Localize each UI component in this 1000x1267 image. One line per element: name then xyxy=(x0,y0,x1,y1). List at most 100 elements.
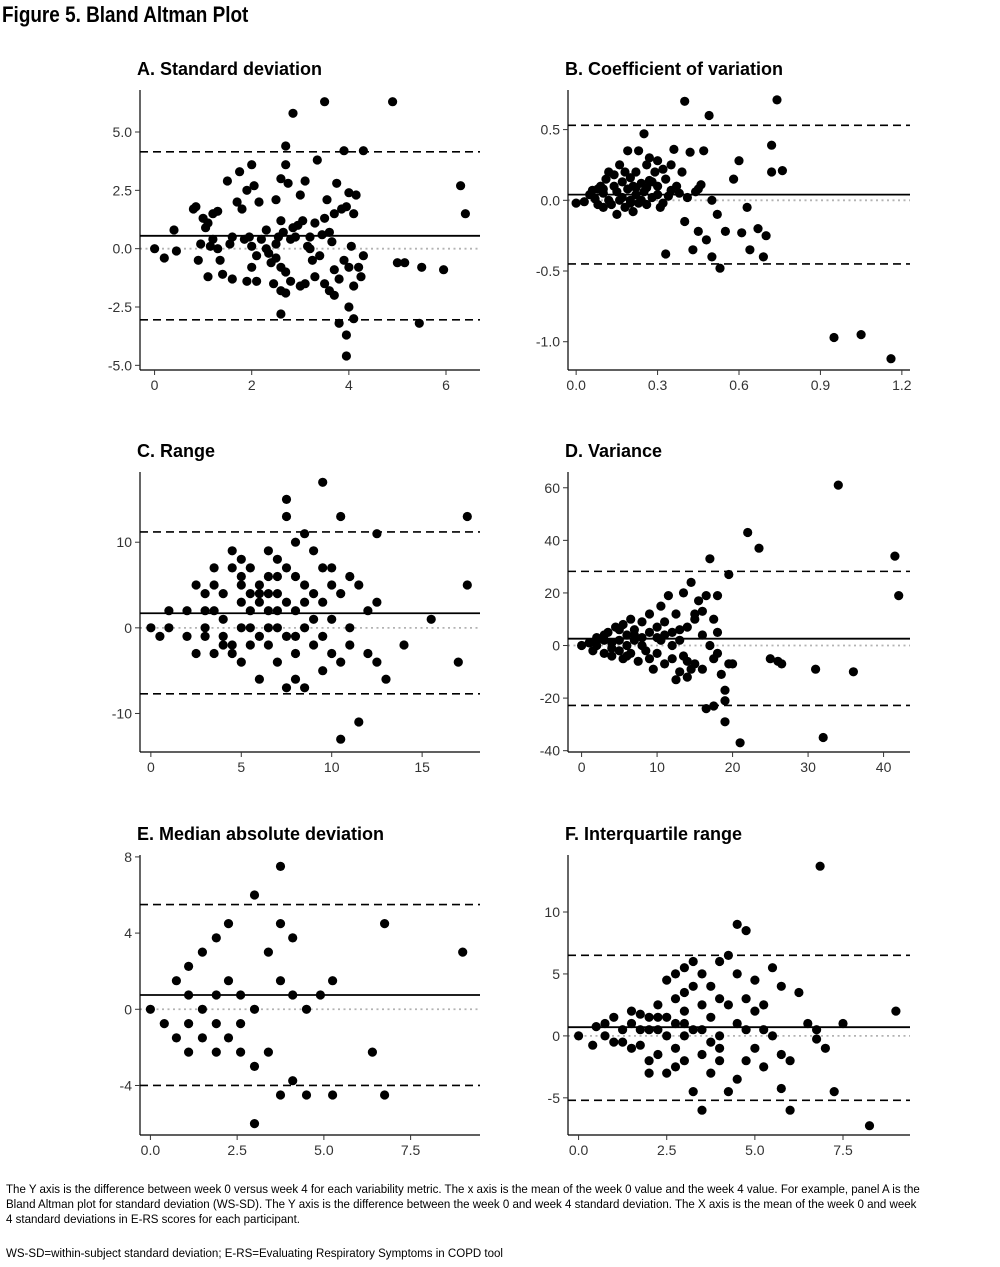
panel-d-point-78 xyxy=(607,643,617,653)
panel-e-y-tick-label-2: 4 xyxy=(124,925,132,941)
panel-d-point-66 xyxy=(754,543,764,553)
panel-a-point-61 xyxy=(317,230,327,240)
panel-f-point-66 xyxy=(785,1056,795,1066)
panel-b-point-27 xyxy=(634,146,644,156)
panel-d-point-65 xyxy=(743,527,753,538)
panel-a-point-10 xyxy=(203,218,213,228)
panel-c-point-54 xyxy=(300,580,310,590)
panel-f-title: F. Interquartile range xyxy=(565,824,742,844)
panel-e-point-16 xyxy=(223,976,234,986)
panel-a-point-1 xyxy=(159,253,169,263)
panel-e-point-39 xyxy=(367,1047,377,1057)
panel-c-point-8 xyxy=(200,623,210,633)
panel-c-point-95 xyxy=(318,631,328,642)
panel-d-point-53 xyxy=(705,640,715,651)
panel-f-point-53 xyxy=(732,1074,742,1084)
panel-c-point-51 xyxy=(290,648,301,659)
panel-d-point-52 xyxy=(705,554,715,564)
panel-e-point-4 xyxy=(184,961,194,972)
panel-f-point-1 xyxy=(588,1040,598,1050)
panel-d-x-tick-label-1: 10 xyxy=(649,759,665,775)
panel-c-point-50 xyxy=(290,606,301,616)
panel-e-point-21 xyxy=(249,890,260,900)
panel-e-x-tick-label-3: 7.5 xyxy=(401,1142,421,1158)
panel-d-point-34 xyxy=(663,591,674,601)
panel-d-y-tick-label-4: 40 xyxy=(544,532,560,548)
panel-b-point-85 xyxy=(644,153,655,163)
panel-b-point-68 xyxy=(737,228,747,238)
panel-b-point-65 xyxy=(720,226,731,236)
panel-f-point-28 xyxy=(679,987,690,998)
panel-b-point-41 xyxy=(661,174,671,184)
panel-c-point-73 xyxy=(354,717,364,727)
panel-c-point-77 xyxy=(372,529,382,539)
figure-plots: A. Standard deviation 0 2 4 6 -5.0 -2.5 0.0 2.5 5… xyxy=(108,59,912,1158)
panel-c-point-78 xyxy=(372,597,382,607)
panel-a-point-15 xyxy=(213,244,223,254)
panel-e-point-25 xyxy=(263,947,273,957)
panel-a-point-27 xyxy=(244,232,254,242)
panel-c-point-14 xyxy=(218,631,228,642)
panel-a-point-11 xyxy=(203,272,213,282)
panel-b-point-51 xyxy=(682,192,693,203)
panel-b-point-67 xyxy=(734,156,744,166)
panel-e-point-7 xyxy=(184,1047,194,1057)
panel-a-x-tick-label-1: 2 xyxy=(248,377,256,393)
panel-b-y-tick-label-3: 0.5 xyxy=(541,122,561,138)
panel-f-point-29 xyxy=(679,1006,690,1016)
panel-f-point-14 xyxy=(644,1056,654,1066)
panel-d-point-76 xyxy=(592,635,602,645)
panel-a-point-43 xyxy=(278,227,288,237)
panel-f-point-41 xyxy=(706,1012,716,1022)
panel-f-point-31 xyxy=(679,1056,690,1066)
panel-b-point-17 xyxy=(617,177,627,187)
panel-a-point-105 xyxy=(392,258,402,268)
panel-a-point-65 xyxy=(324,227,334,237)
panel-a-point-82 xyxy=(356,272,366,282)
panel-f-point-57 xyxy=(750,975,760,985)
panel-e-point-27 xyxy=(275,861,286,872)
panel-e-point-8 xyxy=(197,947,207,957)
panel-f-point-63 xyxy=(776,981,786,991)
panel-b-point-87 xyxy=(587,185,598,195)
panel-c-point-49 xyxy=(290,571,301,582)
panel-a-point-28 xyxy=(247,160,257,170)
panel-d-point-75 xyxy=(894,591,904,601)
panel-d-point-58 xyxy=(716,669,726,680)
panel-b-point-92 xyxy=(666,185,676,195)
panel-c-point-45 xyxy=(281,597,292,607)
panel-b-point-60 xyxy=(704,110,714,121)
panel-a-point-110 xyxy=(456,181,466,191)
panel-b-x-tick-label-1: 0.3 xyxy=(648,377,668,393)
panel-f-point-51 xyxy=(732,969,742,979)
panel-f-point-60 xyxy=(759,1062,769,1072)
panel-f-point-71 xyxy=(812,1034,822,1044)
panel-b-point-71 xyxy=(753,224,763,234)
panel-f-point-13 xyxy=(644,1012,654,1022)
panel-d-point-92 xyxy=(728,659,738,669)
panel-f-point-18 xyxy=(653,1049,663,1060)
panel-b-point-53 xyxy=(688,245,698,255)
panel-f-point-85 xyxy=(741,1056,751,1066)
panel-d-point-72 xyxy=(833,480,843,490)
panel-f-point-62 xyxy=(767,1031,778,1041)
panel-b-point-32 xyxy=(642,160,652,170)
panel-e-point-12 xyxy=(211,990,221,1000)
panel-b-point-45 xyxy=(669,144,679,154)
panel-e-point-29 xyxy=(275,976,286,986)
panel-f: F. Interquartile range 0.0 2.5 5.0 7.5 -5 0 5 10 xyxy=(544,824,910,1158)
panel-c-point-61 xyxy=(318,563,328,573)
panel-c-point-88 xyxy=(218,614,228,624)
figure-title: Figure 5. Bland Altman Plot xyxy=(2,2,249,27)
panel-b-point-15 xyxy=(615,160,625,170)
panel-b-point-89 xyxy=(642,183,652,193)
panel-d-point-56 xyxy=(712,591,723,601)
panel-d-point-1 xyxy=(584,638,594,648)
panel-e-y-tick-label-0: -4 xyxy=(120,1077,133,1093)
panel-e-point-24 xyxy=(249,1119,260,1129)
panel-f-point-89 xyxy=(759,1025,769,1035)
panel-d-point-50 xyxy=(701,591,711,601)
panel-a-point-37 xyxy=(269,279,279,289)
abbreviations-note: WS-SD=within-subject standard deviation;… xyxy=(6,1246,503,1260)
panel-a-point-57 xyxy=(305,232,315,242)
